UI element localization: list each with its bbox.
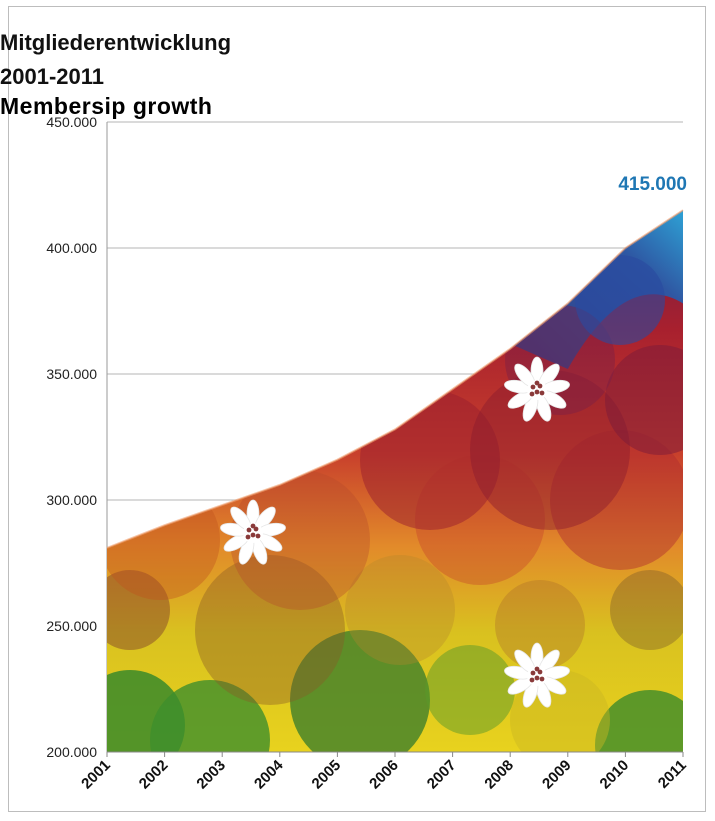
texture-circle <box>150 680 270 752</box>
x-tick-label: 2001 <box>78 757 114 793</box>
x-tick-label: 2010 <box>597 757 633 793</box>
x-tick-label: 2007 <box>424 757 460 793</box>
texture-circle <box>595 690 683 752</box>
chart-subtitle: 2001-2011 <box>0 64 104 89</box>
y-axis-ticks: 200.000 250.000 300.000 350.000 400.000 450.0… <box>46 114 97 760</box>
edelweiss-icon <box>504 356 570 422</box>
texture-circle <box>195 555 345 705</box>
texture-circle <box>107 480 220 600</box>
texture-circle <box>290 630 430 752</box>
edelweiss-icon <box>504 642 570 708</box>
texture-circle <box>575 255 665 345</box>
area-decoration <box>107 210 683 752</box>
x-axis-ticks: 2001 2002 2003 2004 2005 2006 2007 2008 2009 2010… <box>78 751 690 793</box>
texture-circle <box>605 345 683 455</box>
chart-title: Mitgliederentwicklung <box>0 30 232 55</box>
texture-circle <box>425 645 515 735</box>
y-tick-label: 300.000 <box>46 492 97 508</box>
x-tick-label: 2008 <box>481 757 517 793</box>
x-tick-label: 2009 <box>539 757 575 793</box>
texture-circle <box>107 670 185 752</box>
y-tick-label: 450.000 <box>46 114 97 130</box>
texture-circle <box>470 370 630 530</box>
x-tick-label: 2006 <box>366 757 402 793</box>
texture-circle <box>345 555 455 665</box>
y-tick-label: 350.000 <box>46 366 97 382</box>
chart-title-english: Membersip growth <box>0 93 213 119</box>
x-tick-label: 2005 <box>309 757 345 793</box>
texture-circle <box>495 580 585 670</box>
texture-circle <box>107 570 170 650</box>
y-tick-label: 400.000 <box>46 240 97 256</box>
x-tick-label: 2002 <box>136 757 172 793</box>
y-tick-label: 250.000 <box>46 618 97 634</box>
texture-circle <box>550 430 683 570</box>
x-tick-label: 2011 <box>655 757 690 792</box>
data-label-2011: 415.000 <box>618 174 687 195</box>
texture-circle <box>230 470 370 610</box>
x-tick-label: 2004 <box>251 756 287 792</box>
y-tick-label: 200.000 <box>46 744 97 760</box>
area-layer <box>106 209 684 752</box>
area-top-edge <box>106 209 684 549</box>
edelweiss-icon <box>220 499 286 565</box>
texture-circle <box>610 570 683 650</box>
x-tick-label: 2003 <box>193 757 229 793</box>
data-labels: 415.000 <box>618 174 687 195</box>
